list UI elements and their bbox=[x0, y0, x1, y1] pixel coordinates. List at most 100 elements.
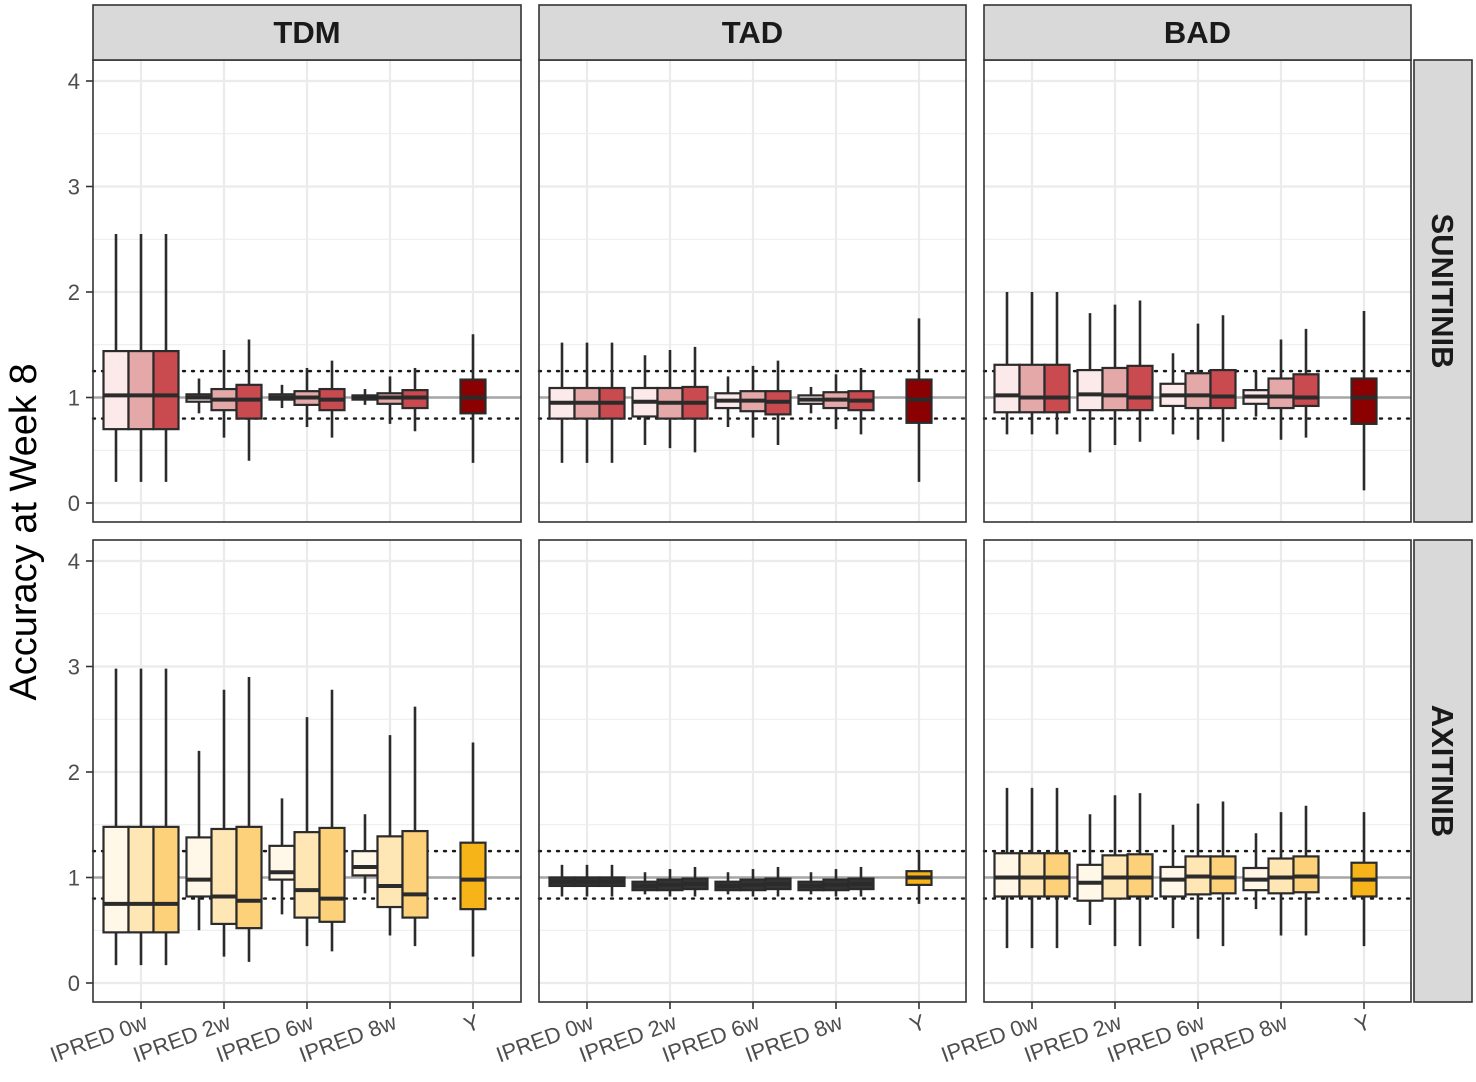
box-ipred-2w-3 bbox=[1126, 300, 1154, 442]
box-ipred-6w-1 bbox=[714, 872, 742, 895]
box-ipred-2w-2 bbox=[656, 350, 684, 449]
box-y bbox=[459, 334, 487, 463]
box-y bbox=[459, 742, 487, 957]
box-ipred-0w-2 bbox=[1018, 292, 1046, 435]
y-axis-title: Accuracy at Week 8 bbox=[3, 363, 45, 700]
box-ipred-6w-1 bbox=[268, 798, 296, 915]
panel-tdm-sunitinib bbox=[91, 59, 523, 523]
strip-bad: BAD bbox=[983, 4, 1412, 61]
y-tick-label: 2 bbox=[68, 760, 80, 785]
strip-label: TAD bbox=[722, 15, 783, 50]
box-ipred-6w-3 bbox=[1209, 315, 1237, 442]
x-tick-label: IPRED 8w bbox=[296, 1009, 400, 1067]
box-ipred-6w-3 bbox=[764, 866, 792, 897]
box-body bbox=[293, 831, 321, 919]
box-body bbox=[268, 844, 296, 881]
panels-layer bbox=[91, 59, 1413, 1003]
box-body bbox=[459, 841, 487, 911]
box-body bbox=[1043, 363, 1071, 414]
box-body bbox=[1292, 373, 1320, 408]
box-ipred-2w-1 bbox=[1076, 814, 1104, 925]
box-y bbox=[905, 318, 933, 482]
y-tick-label: 0 bbox=[68, 971, 80, 996]
box-ipred-6w-3 bbox=[318, 360, 346, 438]
box-ipred-6w-2 bbox=[739, 365, 767, 438]
strip-background bbox=[538, 4, 967, 61]
box-ipred-8w-2 bbox=[1267, 812, 1295, 936]
box-body bbox=[127, 349, 155, 431]
strip-sunitinib: SUNITINIB bbox=[1413, 59, 1473, 523]
x-tick-label: Y bbox=[1351, 1009, 1374, 1038]
box-body bbox=[1043, 852, 1071, 898]
box-body bbox=[210, 827, 238, 926]
y-tick-label: 3 bbox=[68, 175, 80, 200]
strips-layer: TDM TAD BAD SUNITINIB AXITINIB bbox=[92, 4, 1473, 1003]
strip-label: SUNITINIB bbox=[1425, 214, 1460, 369]
box-body bbox=[1018, 363, 1046, 414]
box-y bbox=[905, 851, 933, 904]
box-y bbox=[1350, 310, 1378, 491]
box-ipred-0w-3 bbox=[1043, 787, 1071, 949]
box-ipred-6w-2 bbox=[1184, 323, 1212, 440]
box-ipred-0w-2 bbox=[1018, 787, 1046, 949]
box-body bbox=[127, 825, 155, 934]
box-ipred-0w-1 bbox=[548, 864, 576, 897]
box-body bbox=[1126, 364, 1154, 412]
strip-tad: TAD bbox=[538, 4, 967, 61]
box-ipred-2w-3 bbox=[1126, 793, 1154, 947]
y-tick-label: 0 bbox=[68, 491, 80, 516]
panel-tdm-axitinib bbox=[91, 539, 523, 1003]
panel-tad-axitinib bbox=[537, 539, 968, 1003]
box-ipred-2w-2 bbox=[210, 689, 238, 957]
box-body bbox=[318, 826, 346, 923]
box-ipred-8w-2 bbox=[822, 374, 850, 430]
strip-tdm: TDM bbox=[92, 4, 522, 61]
box-body bbox=[152, 349, 180, 431]
box-body bbox=[1267, 377, 1295, 410]
strip-background bbox=[983, 4, 1412, 61]
box-body bbox=[351, 850, 379, 877]
y-axis: 0 1 2 3 4 0 1 2 3 4 bbox=[68, 69, 93, 996]
strip-label: AXITINIB bbox=[1425, 705, 1460, 838]
box-body bbox=[152, 825, 180, 934]
box-ipred-8w-3 bbox=[1292, 328, 1320, 438]
strip-background bbox=[1413, 539, 1473, 1003]
box-ipred-0w-3 bbox=[598, 864, 626, 897]
box-body bbox=[102, 349, 130, 431]
panel-bad-sunitinib bbox=[982, 59, 1413, 523]
box-body bbox=[235, 383, 263, 420]
box-ipred-2w-1 bbox=[1076, 313, 1104, 453]
box-ipred-2w-1 bbox=[631, 355, 659, 445]
box-body bbox=[102, 825, 130, 934]
box-ipred-6w-3 bbox=[1209, 801, 1237, 947]
box-ipred-8w-3 bbox=[401, 706, 429, 947]
box-ipred-0w-2 bbox=[127, 233, 155, 482]
panel-bad-axitinib bbox=[982, 539, 1413, 1003]
box-ipred-0w-3 bbox=[598, 342, 626, 463]
strip-background bbox=[92, 4, 522, 61]
box-ipred-0w-3 bbox=[1043, 292, 1071, 435]
box-body bbox=[993, 363, 1021, 414]
box-ipred-6w-3 bbox=[764, 360, 792, 445]
box-body bbox=[1159, 865, 1187, 898]
box-ipred-8w-3 bbox=[847, 367, 875, 435]
box-ipred-0w-1 bbox=[102, 668, 130, 966]
box-ipred-0w-3 bbox=[152, 668, 180, 966]
box-body bbox=[1292, 855, 1320, 894]
box-body bbox=[1184, 372, 1212, 410]
y-tick-label: 1 bbox=[68, 866, 80, 891]
y-tick-label: 4 bbox=[68, 549, 80, 574]
box-body bbox=[1350, 377, 1378, 425]
box-body bbox=[1126, 853, 1154, 898]
box-ipred-0w-1 bbox=[993, 787, 1021, 949]
box-ipred-0w-3 bbox=[152, 233, 180, 482]
x-tick-label: Y bbox=[460, 1009, 483, 1038]
box-body bbox=[235, 825, 263, 930]
panel-tad-sunitinib bbox=[537, 59, 968, 523]
box-body bbox=[1076, 368, 1104, 412]
box-body bbox=[993, 852, 1021, 898]
box-ipred-2w-3 bbox=[681, 346, 709, 453]
box-ipred-8w-3 bbox=[847, 866, 875, 897]
box-body bbox=[185, 836, 213, 898]
